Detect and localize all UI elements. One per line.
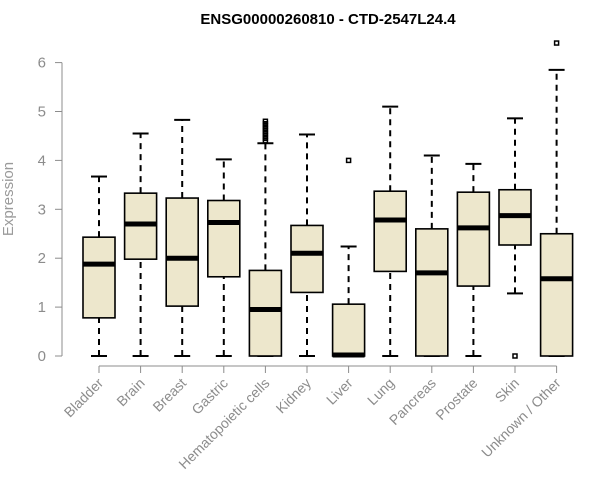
x-tick-label-brain: Brain	[113, 375, 147, 409]
y-tick-label: 5	[38, 104, 46, 121]
box-kidney	[290, 224, 324, 294]
box-bladder	[82, 236, 116, 319]
plot-area	[82, 40, 574, 359]
box-unknown-other	[539, 232, 574, 357]
box-group-pancreas	[414, 154, 449, 357]
x-tick-label-bladder: Bladder	[61, 375, 107, 421]
y-tick-label: 3	[38, 201, 46, 218]
box-group-gastric	[207, 158, 241, 357]
outlier-unknown-other	[553, 40, 560, 46]
box-gastric	[207, 199, 241, 278]
box-group-bladder	[82, 175, 116, 357]
x-tick-label-lung: Lung	[364, 375, 397, 408]
x-tick-label-kidney: Kidney	[273, 375, 315, 417]
x-tick-label-unknown-other: Unknown / Other	[478, 375, 564, 461]
x-tick-label-prostate: Prostate	[432, 375, 480, 423]
x-tick-label-skin: Skin	[492, 375, 523, 406]
outlier-skin	[512, 353, 518, 359]
box-liver	[331, 303, 366, 357]
box-group-prostate	[456, 162, 491, 357]
box-lung	[373, 190, 408, 273]
box-prostate	[456, 191, 491, 287]
outlier-hematopoietic-cells	[262, 118, 269, 125]
box-pancreas	[414, 228, 449, 357]
outlier-liver	[345, 157, 352, 164]
box-group-hematopoietic-cells	[248, 118, 283, 357]
box-group-lung	[373, 105, 408, 357]
y-tick-label: 0	[38, 348, 46, 365]
y-tick-label: 4	[38, 152, 46, 169]
y-tick-label: 1	[38, 299, 46, 316]
x-tick-label-breast: Breast	[149, 375, 189, 415]
x-tick-label-liver: Liver	[323, 375, 356, 408]
box-group-unknown-other	[539, 40, 574, 357]
box-group-brain	[123, 132, 158, 357]
box-group-skin	[498, 117, 532, 359]
y-tick-label: 2	[38, 250, 46, 267]
chart-title: ENSG00000260810 - CTD-2547L24.4	[200, 11, 456, 28]
box-breast	[165, 197, 199, 307]
box-group-liver	[331, 157, 366, 358]
box-group-breast	[165, 118, 199, 357]
y-tick-label: 6	[38, 55, 46, 72]
box-group-kidney	[290, 133, 324, 357]
y-axis: 0 1 2 3 4 5 6	[38, 55, 63, 365]
box-hematopoietic-cells	[248, 269, 283, 357]
y-axis-label: Expression	[0, 162, 17, 236]
